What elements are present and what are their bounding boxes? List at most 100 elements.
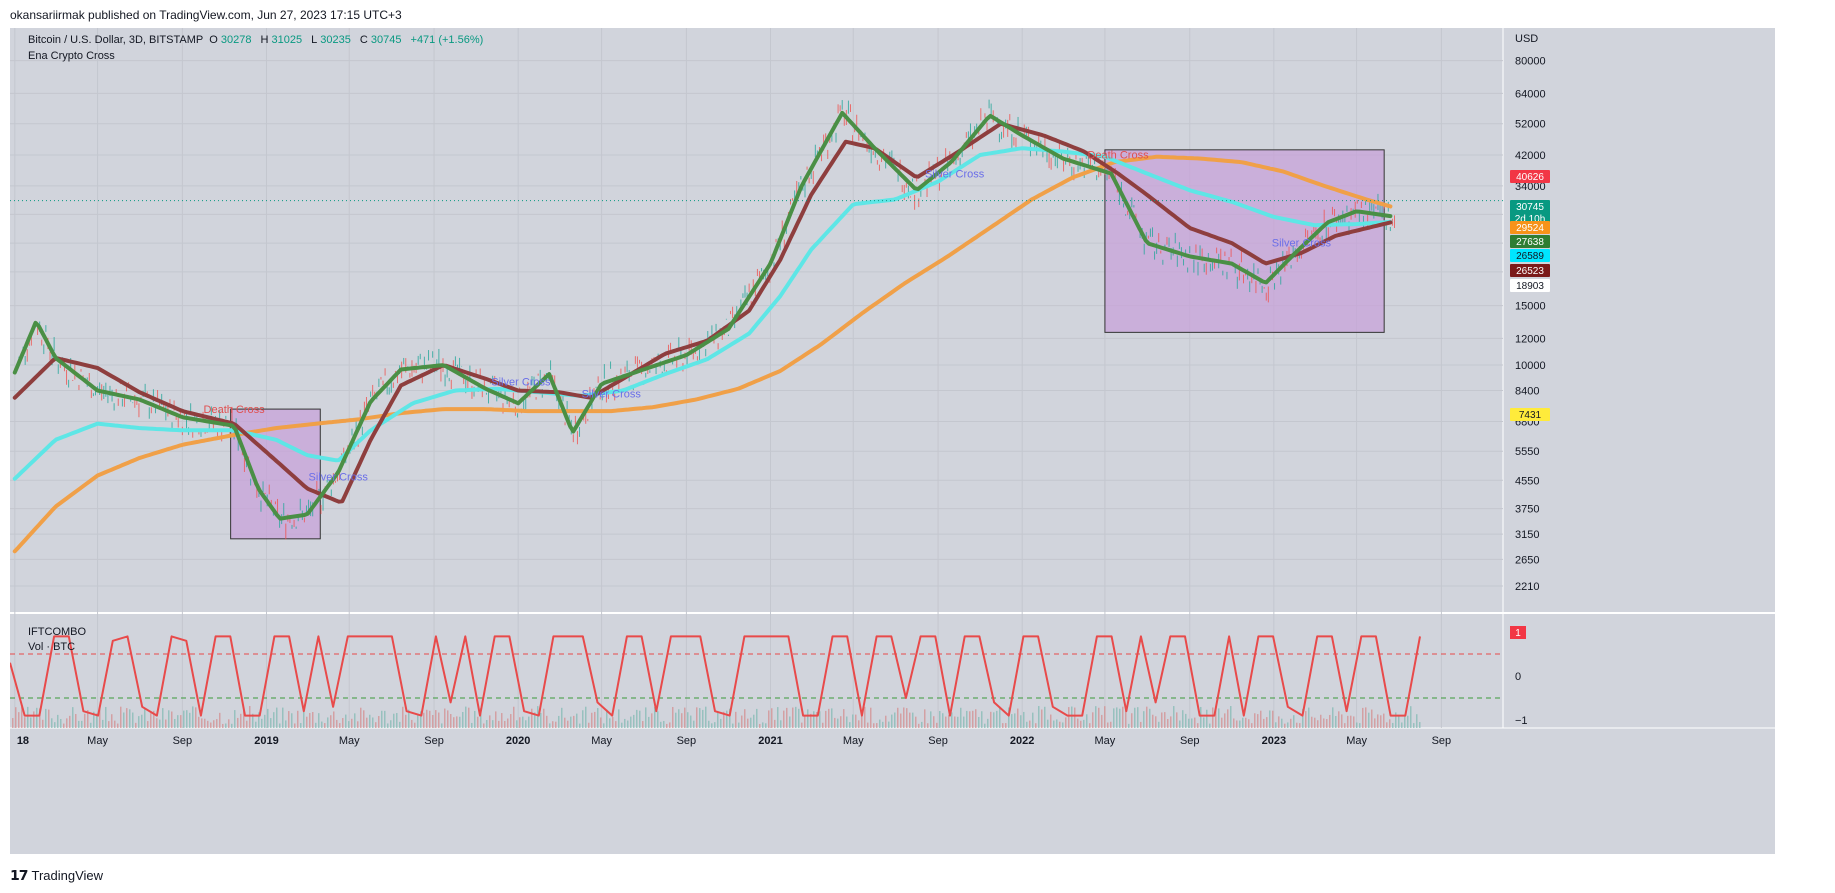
highlight-box — [1104, 149, 1385, 333]
x-tick-label: May — [843, 735, 864, 747]
pane2-volume-name[interactable]: Vol · BTC — [28, 641, 76, 653]
volume-bar — [519, 717, 521, 728]
volume-bar — [354, 713, 356, 728]
volume-bar — [1146, 706, 1148, 728]
x-tick-label: May — [1346, 735, 1367, 747]
y-tick-label: 2210 — [1515, 581, 1539, 593]
x-tick-label: May — [591, 735, 612, 747]
volume-bar — [1398, 715, 1400, 728]
volume-bar — [1113, 708, 1115, 728]
volume-bar — [951, 712, 953, 728]
x-tick-label: Sep — [928, 735, 948, 747]
volume-bar — [129, 709, 131, 728]
volume-bar — [375, 722, 377, 728]
volume-bar — [138, 716, 140, 728]
chart-canvas[interactable]: Death Cross Silver Cross Silver Cross Silve… — [10, 28, 1775, 854]
highlight-box — [230, 408, 321, 540]
volume-bar — [267, 708, 269, 728]
volume-bar — [1086, 714, 1088, 728]
volume-bar — [420, 711, 422, 728]
volume-bar — [333, 711, 335, 728]
volume-bar — [429, 710, 431, 728]
cross-label: Silver Cross — [1272, 237, 1332, 249]
volume-bar — [285, 720, 287, 728]
y-tick-label: 5550 — [1515, 446, 1539, 458]
volume-bar — [1011, 714, 1013, 728]
volume-bar — [213, 720, 215, 728]
volume-bar — [1119, 708, 1121, 728]
volume-bar — [537, 706, 539, 728]
volume-bar — [1350, 715, 1352, 728]
volume-bar — [579, 723, 581, 728]
volume-bar — [864, 706, 866, 728]
volume-bar — [1128, 723, 1130, 728]
volume-bar — [984, 723, 986, 728]
volume-bar — [405, 714, 407, 728]
volume-bar — [501, 713, 503, 728]
volume-bar — [1314, 717, 1316, 728]
volume-bar — [1254, 713, 1256, 728]
volume-bar — [270, 718, 272, 728]
volume-bar — [798, 708, 800, 728]
volume-bar — [123, 712, 125, 728]
volume-bar — [1056, 719, 1058, 728]
volume-bar — [600, 717, 602, 728]
volume-bar — [1284, 723, 1286, 728]
volume-bar — [867, 722, 869, 728]
volume-bar — [1320, 714, 1322, 728]
y-tick-label: 34000 — [1515, 181, 1546, 193]
volume-bar — [171, 711, 173, 728]
volume-bar — [525, 720, 527, 728]
volume-bar — [393, 713, 395, 728]
moving-averages — [10, 110, 1503, 554]
volume-bar — [1344, 723, 1346, 728]
volume-bar — [291, 713, 293, 728]
volume-bar — [1167, 719, 1169, 728]
volume-bar — [1278, 716, 1280, 728]
volume-bar — [186, 710, 188, 728]
volume-bar — [804, 715, 806, 728]
volume-bar — [498, 720, 500, 728]
volume-bar — [651, 713, 653, 728]
volume-bar — [309, 713, 311, 728]
volume-bar — [1368, 712, 1370, 728]
volume-bar — [372, 717, 374, 728]
indicator-name[interactable]: Ena Crypto Cross — [28, 50, 115, 62]
volume-bar — [1209, 723, 1211, 728]
price-label-bg — [1510, 170, 1550, 183]
volume-bar — [174, 718, 176, 728]
volume-bar — [609, 718, 611, 728]
volume-bar — [789, 716, 791, 728]
chart-frame[interactable]: Death Cross Silver Cross Silver Cross Silve… — [10, 28, 1775, 854]
volume-bar — [585, 706, 587, 728]
volume-bar — [975, 709, 977, 728]
volume-bar — [786, 707, 788, 728]
volume-bar — [357, 721, 359, 728]
volume-bar — [690, 715, 692, 728]
volume-bar — [264, 714, 266, 728]
volume-bar — [762, 722, 764, 728]
volume-bar — [876, 723, 878, 728]
volume-bar — [1311, 716, 1313, 728]
volume-bar — [594, 711, 596, 728]
volume-bar — [963, 716, 965, 728]
volume-bar — [237, 717, 239, 728]
volume-bar — [918, 723, 920, 728]
volume-bar — [1023, 711, 1025, 728]
volume-bar — [909, 712, 911, 728]
volume-bar — [483, 723, 485, 728]
volume-bar — [141, 714, 143, 728]
volume-bar — [816, 712, 818, 728]
volume-bar — [126, 708, 128, 728]
volume-bar — [219, 712, 221, 728]
volume-bar — [1137, 707, 1139, 728]
volume-bar — [18, 712, 20, 728]
volume-bar — [471, 722, 473, 728]
y-tick-label: 64000 — [1515, 88, 1546, 100]
volume-bar — [1188, 718, 1190, 728]
volume-bar — [453, 717, 455, 728]
volume-bar — [387, 723, 389, 728]
volume-bar — [1257, 714, 1259, 728]
pane2-indicator-name[interactable]: IFTCOMBO — [28, 626, 87, 638]
volume-bar — [1383, 713, 1385, 728]
